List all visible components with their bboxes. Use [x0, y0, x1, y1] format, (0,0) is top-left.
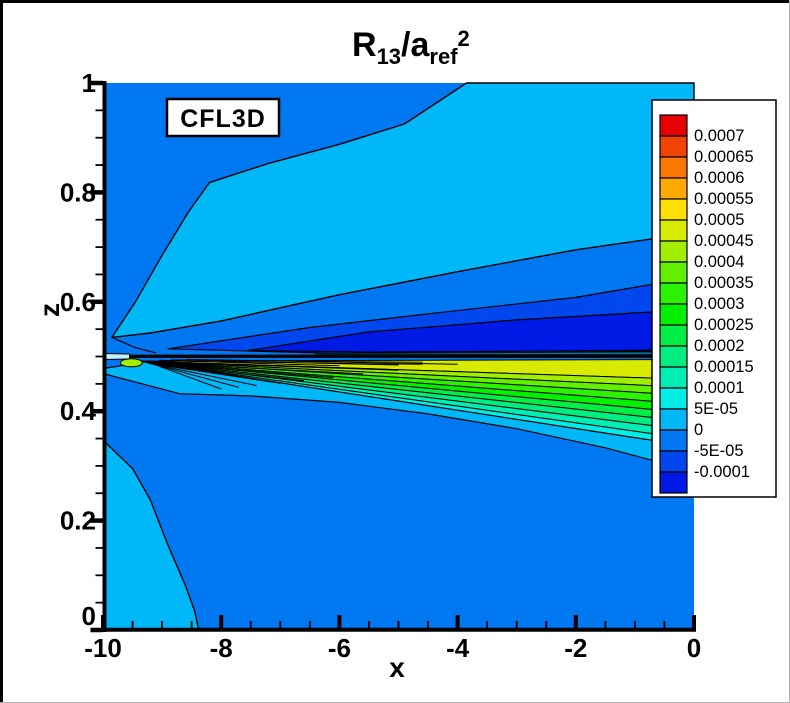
legend-color-box [659, 366, 688, 389]
centerline-compressed-contours [125, 354, 694, 358]
x-tick-label: -8 [210, 633, 233, 663]
legend-level-label: 0.00015 [694, 358, 754, 376]
hatch-line [149, 363, 281, 384]
hatch-line [154, 364, 222, 390]
legend-color-box [659, 114, 688, 137]
legend-level-label: 0.00025 [694, 316, 754, 334]
x-tick-label: -10 [84, 633, 122, 663]
z-axis-tick-labels: 0 0.2 0.4 0.6 0.8 1 [60, 68, 97, 631]
legend-level-label: 0.0007 [694, 127, 744, 145]
legend-color-box [659, 156, 688, 179]
contour-field [102, 82, 695, 631]
z-tick-label: 0.2 [60, 506, 96, 536]
legend-color-box [659, 345, 688, 368]
x-tick-label: -4 [446, 633, 470, 663]
legend-color-box [659, 219, 688, 242]
legend-color-box [659, 177, 688, 200]
closed-contour-eye [119, 358, 143, 368]
legend-level-label: 0.00045 [694, 232, 754, 250]
z-tick-label: 1 [82, 68, 96, 98]
bottom-left-cyan-region [103, 440, 199, 630]
legend-level-label: 0.0004 [694, 253, 744, 271]
z-axis-title: z [34, 303, 65, 317]
legend-level-label: -0.0001 [694, 463, 750, 481]
z-tick-label: 0.8 [60, 177, 96, 207]
z-tick-label: 0.6 [60, 287, 96, 317]
x-tick-label: 0 [687, 633, 701, 663]
legend-color-box [659, 198, 688, 221]
legend-level-label: 0 [694, 421, 703, 439]
legend-level-label: 0.0006 [694, 169, 744, 187]
legend-level-label: 0.00065 [694, 148, 754, 166]
plot-title: R13/aref2 [352, 26, 470, 69]
legend-level-label: 0.0002 [694, 337, 744, 355]
legend-color-box [659, 261, 688, 284]
z-tick-label: 0.4 [60, 396, 97, 426]
hatch-line [153, 363, 240, 388]
solver-label-box [165, 97, 281, 138]
hatch-line [147, 362, 304, 382]
legend-color-box [659, 303, 688, 326]
legend-level-label: 5E-05 [694, 400, 738, 418]
hatch-line [142, 361, 399, 371]
tip-contour-line [111, 336, 157, 354]
legend-level-label: 0.00055 [694, 190, 754, 208]
hatch-line [185, 358, 458, 365]
legend-color-box [659, 282, 688, 305]
pale-sliver-left-centerline [102, 353, 131, 360]
legend-color-box [659, 240, 688, 263]
legend-level-label: 0.0003 [694, 295, 744, 313]
hatch-line [159, 359, 340, 367]
x-axis-title: x [389, 652, 405, 683]
x-tick-label: -6 [328, 633, 351, 663]
solver-label: CFL3D [180, 105, 266, 133]
hatch-line [151, 363, 257, 387]
legend-level-label: 0.00035 [694, 274, 754, 292]
legend-color-box [659, 471, 688, 494]
hatch-line [146, 362, 334, 379]
x-axis-ticks [101, 615, 696, 628]
legend-color-box [659, 387, 688, 410]
z-axis-ticks [90, 80, 103, 633]
legend-color-box [659, 324, 688, 347]
legend-level-label: 0.0001 [694, 379, 744, 397]
x-tick-label: -2 [564, 633, 587, 663]
legend-color-box [659, 429, 688, 452]
legend-color-box [659, 408, 688, 431]
hatch-line [170, 359, 399, 366]
legend-level-label: 0.0005 [694, 211, 744, 229]
legend-level-label: -5E-05 [694, 442, 744, 460]
x-axis-tick-labels: -10 -8 -6 -4 -2 0 [84, 633, 701, 663]
hatch-line [144, 361, 364, 375]
legend-color-box [659, 450, 688, 473]
z-tick-label: 0 [82, 601, 96, 631]
bottom-left-contour-line [102, 439, 200, 631]
legend-color-box [659, 135, 688, 158]
contour-legend: 0.0007 0.00065 0.0006 0.00055 0.0005 0.00045 0… [651, 99, 777, 498]
